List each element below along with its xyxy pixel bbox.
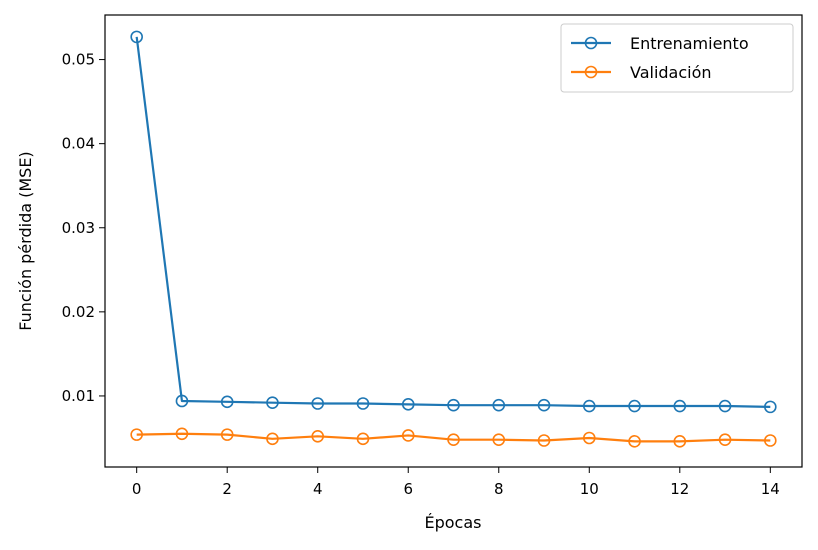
data-point-validacion (220, 428, 234, 441)
data-point-validacion (447, 433, 460, 446)
data-point-entrenamiento (718, 399, 732, 413)
x-tick-label: 8 (494, 480, 504, 498)
data-point-entrenamiento (537, 398, 551, 412)
x-axis-label: Épocas (425, 513, 482, 532)
data-point-validacion (764, 434, 777, 447)
y-tick-label: 0.01 (62, 387, 95, 405)
data-point-validacion (266, 432, 279, 446)
plot-frame (104, 14, 803, 468)
data-point-entrenamiento (311, 397, 325, 410)
legend-box (560, 23, 794, 93)
x-tick-label: 2 (222, 480, 232, 498)
data-point-entrenamiento (266, 396, 279, 409)
data-point-validacion (401, 429, 415, 442)
x-tick-label: 14 (761, 480, 780, 498)
y-axis-label: Función pérdida (MSE) (16, 151, 35, 330)
x-tick-label: 0 (132, 480, 142, 498)
data-point-entrenamiento (130, 30, 143, 44)
y-axis-ticks: 0.01 0.02 0.03 0.04 0.05 (62, 51, 105, 405)
data-point-entrenamiento (628, 399, 641, 413)
data-point-validacion (311, 430, 325, 443)
series-layer (130, 30, 777, 448)
x-axis-ticks: 0 2 4 6 8 10 12 14 (132, 467, 780, 498)
data-point-validacion (673, 435, 687, 448)
data-point-validacion (582, 431, 596, 445)
data-point-validacion (718, 433, 732, 446)
data-point-entrenamiento (447, 398, 460, 412)
legend-marker-entrenamiento (584, 36, 598, 50)
legend-label-entrenamiento: Entrenamiento (630, 34, 749, 53)
series-line-entrenamiento (135, 36, 771, 408)
data-point-validacion (537, 434, 551, 447)
data-point-entrenamiento (220, 395, 234, 409)
data-point-validacion (356, 432, 370, 446)
data-point-entrenamiento (764, 400, 777, 414)
x-tick-label: 12 (670, 480, 689, 498)
x-tick-label: 6 (403, 480, 413, 498)
y-tick-label: 0.02 (62, 303, 95, 321)
data-point-entrenamiento (356, 397, 370, 410)
data-point-validacion (628, 435, 641, 448)
data-point-entrenamiento (673, 399, 687, 413)
x-tick-label: 10 (580, 480, 599, 498)
y-tick-label: 0.05 (62, 51, 95, 69)
data-point-validacion (175, 427, 189, 441)
data-point-entrenamiento (582, 399, 596, 413)
data-point-entrenamiento (175, 394, 189, 408)
data-point-validacion (130, 428, 143, 441)
y-tick-label: 0.03 (62, 219, 95, 237)
legend-label-validacion: Validación (630, 63, 712, 82)
legend-marker-validacion (584, 65, 598, 79)
x-tick-label: 4 (313, 480, 323, 498)
data-point-entrenamiento (492, 398, 506, 412)
data-point-validacion (492, 433, 506, 446)
y-tick-label: 0.04 (62, 135, 95, 153)
legend: Entrenamiento Validación (560, 23, 794, 93)
data-point-entrenamiento (401, 398, 415, 411)
series-line-validacion (136, 432, 771, 443)
